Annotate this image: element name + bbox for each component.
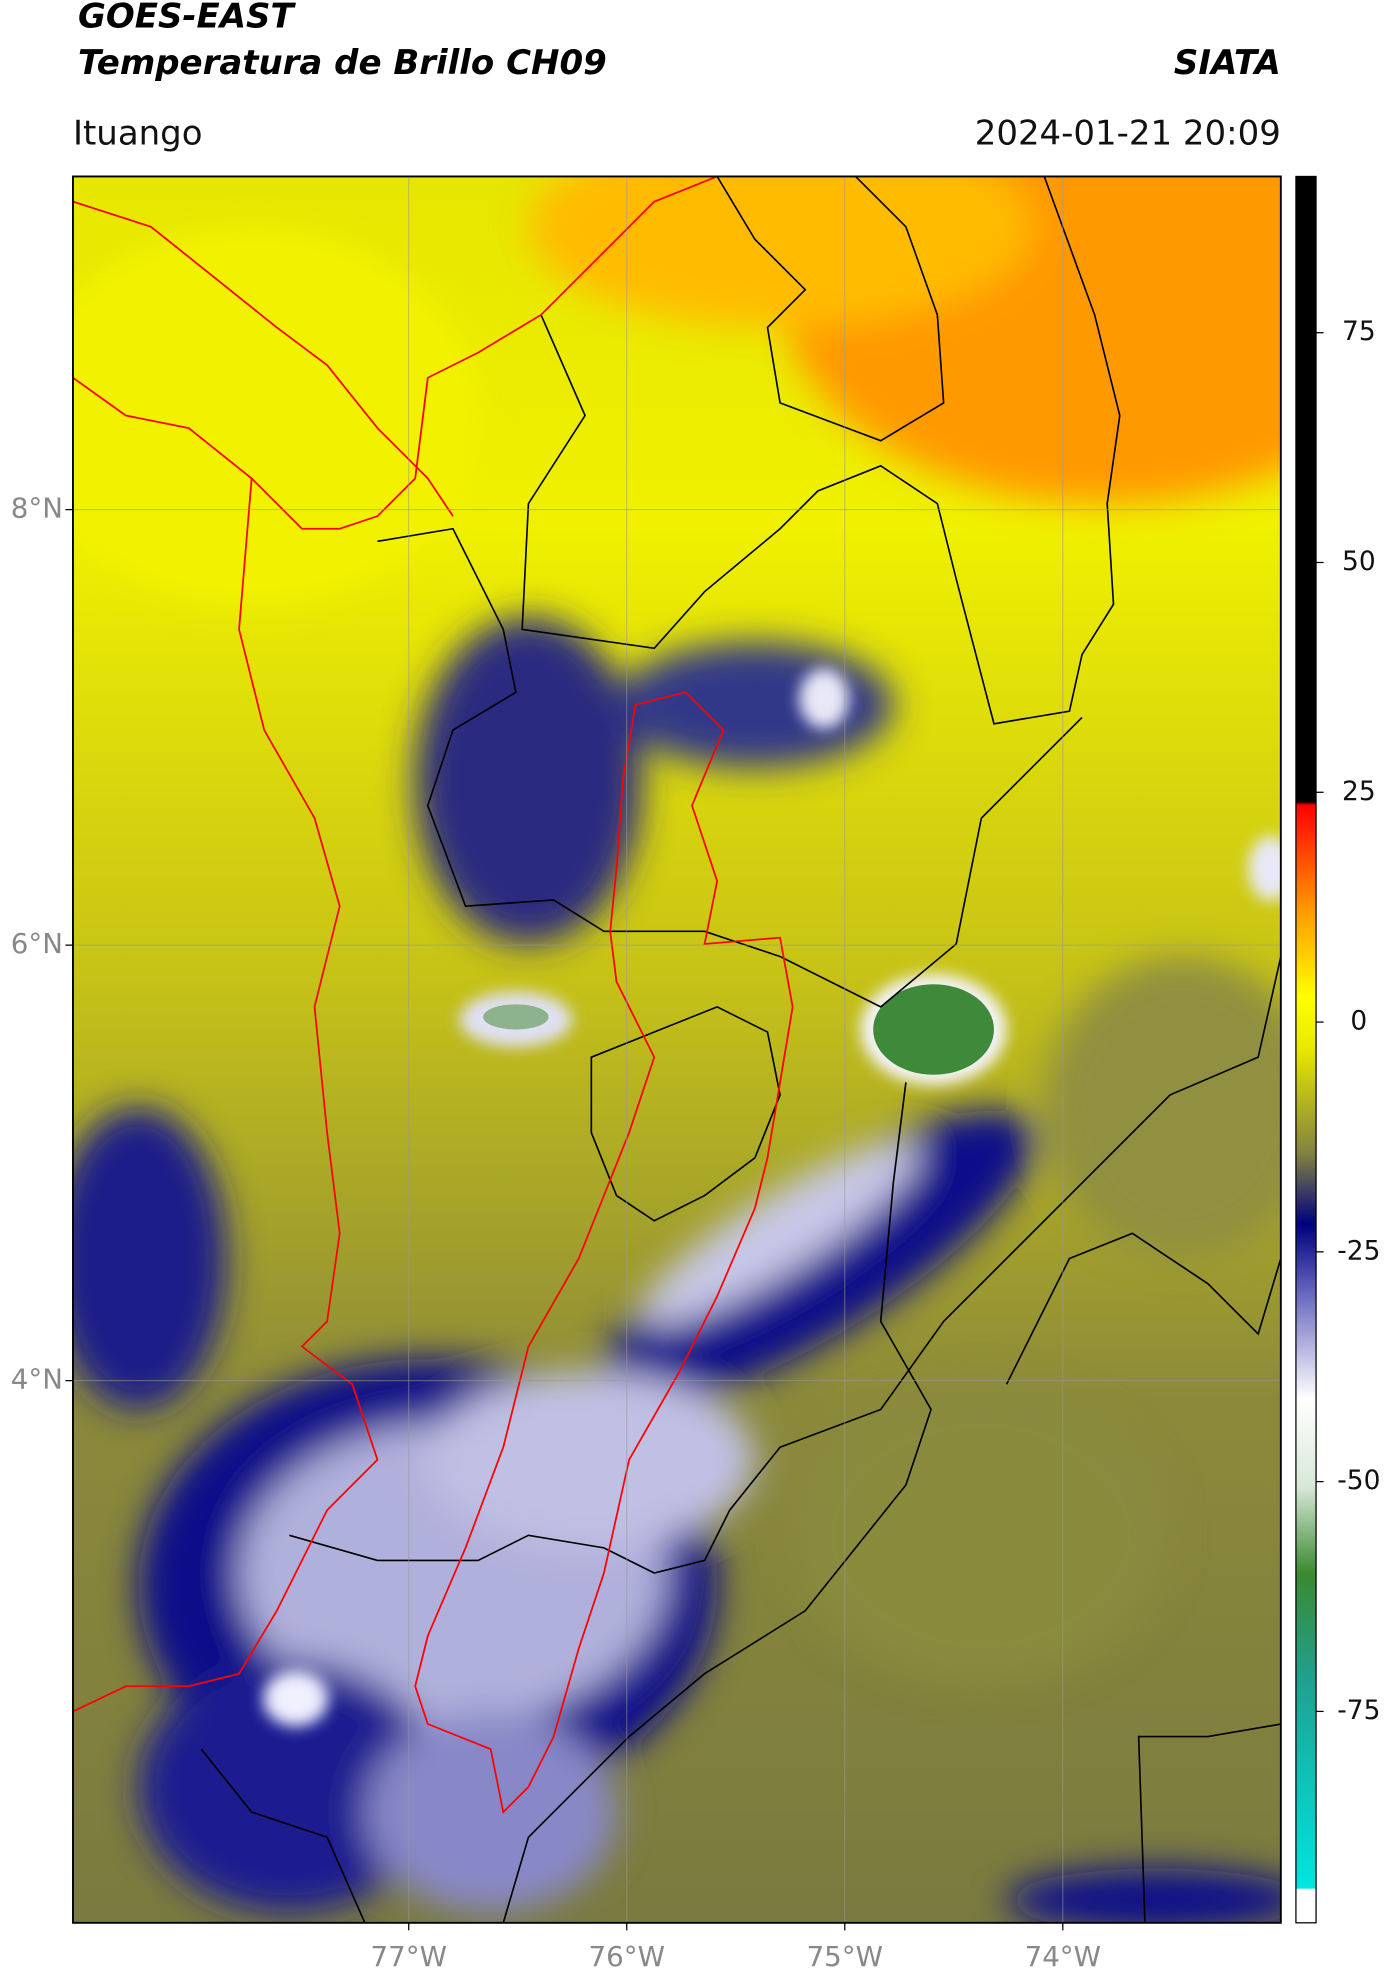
title: GOES-EAST (78, 0, 296, 36)
colorbar-label: 50 (1342, 546, 1376, 577)
x-tick-label: 74°W (1025, 1940, 1101, 1973)
colorbar (1295, 175, 1317, 1924)
boundaries (200, 176, 1281, 1923)
map-frame (72, 175, 1282, 1924)
colorbar-label: 25 (1342, 776, 1376, 807)
source: SIATA (1174, 43, 1281, 83)
x-tick-label: 76°W (589, 1940, 665, 1973)
datetime: 2024-01-21 20:09 (975, 113, 1281, 153)
graticule (72, 176, 1281, 1923)
colorbar-label: 75 (1342, 316, 1376, 347)
x-tick-label: 77°W (371, 1940, 447, 1973)
y-tick-label: 8°N (11, 492, 63, 525)
colorbar-label: -75 (1337, 1695, 1380, 1726)
satellite-image (72, 176, 1281, 1923)
colorbar-label: -50 (1337, 1465, 1380, 1496)
colorbar-label: 0 (1350, 1006, 1367, 1037)
y-tick-label: 6°N (11, 927, 63, 960)
subtitle: Temperatura de Brillo CH09 (78, 43, 607, 83)
location: Ituango (73, 113, 203, 153)
colorbar-label: -25 (1337, 1235, 1380, 1266)
coastline-and-basin (72, 176, 794, 1814)
y-tick-label: 4°N (11, 1363, 63, 1396)
x-tick-label: 75°W (807, 1940, 883, 1973)
